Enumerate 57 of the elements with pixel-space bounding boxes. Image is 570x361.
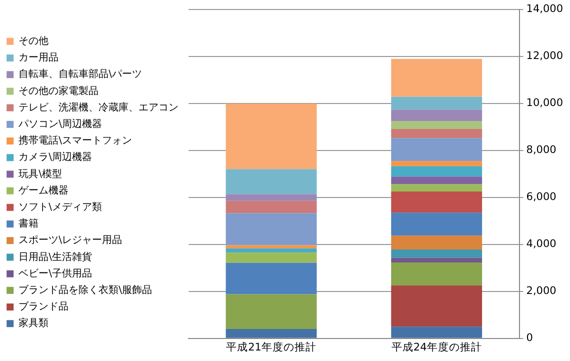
bar [391,110,482,121]
bar [391,326,482,338]
legend-label: パソコン\周辺機器 [18,118,102,130]
bar [391,161,482,166]
y-tick-label: 10,000 [526,97,564,110]
x-tick-label: 平成24年度の推計 [391,340,482,354]
y-tick-label: 6,000 [526,191,556,204]
bar [391,286,482,327]
bar [391,184,482,192]
x-tick-label: 平成21年度の推計 [226,340,316,354]
bar [226,194,317,201]
legend-label: スポーツ\レジャー用品 [18,235,122,246]
bar [391,212,482,236]
legend-label: ブランド品 [18,300,69,313]
bar [226,200,317,214]
legend-label: 玩具\模型 [18,168,62,180]
legend-label: その他 [18,34,49,47]
bar [226,213,317,246]
bar [226,169,317,194]
bar [391,138,482,162]
legend-label: カメラ\周辺機器 [18,151,92,164]
legend-label: ソフト\メディア類 [18,200,102,213]
bar [391,120,482,129]
bar [391,176,482,184]
bar [226,245,317,248]
legend-label: ブランド品を除く衣類\服飾品 [18,284,152,296]
legend-label: カー用品 [18,52,59,64]
legend-label: ゲーム機器 [18,184,69,196]
bar [391,96,482,110]
legend-label: その他の家電製品 [18,84,99,97]
y-tick-label: 8,000 [526,144,556,156]
bar [226,294,317,329]
bar [391,166,482,177]
bar [391,262,482,286]
y-tick-label: 0 [526,332,533,344]
y-tick-label: 14,000 [526,3,564,16]
y-tick-label: 12,000 [526,50,564,62]
bar [226,248,317,253]
legend-label: テレビ、洗濯機、冷蔵庫、エアコン [18,101,179,114]
legend-label: 携帯電話\スマートフォン [18,134,132,147]
legend-label: 日用品\生活雑貨 [18,250,92,263]
legend-label: 自転車、自転車部品\パーツ [18,68,142,80]
legend-label: 家具類 [18,317,49,330]
bar [391,191,482,213]
bar [391,250,482,258]
legend-label: 書籍 [18,218,39,230]
bar [226,252,317,263]
bar [391,58,482,97]
bar [226,262,317,294]
bar [391,236,482,250]
bar [226,328,317,338]
bar [226,104,317,170]
legend-label: ベビー\子供用品 [18,268,92,280]
y-tick-label: 2,000 [526,285,556,298]
bar [391,128,482,138]
y-tick-label: 4,000 [526,238,556,250]
bar [391,258,482,262]
